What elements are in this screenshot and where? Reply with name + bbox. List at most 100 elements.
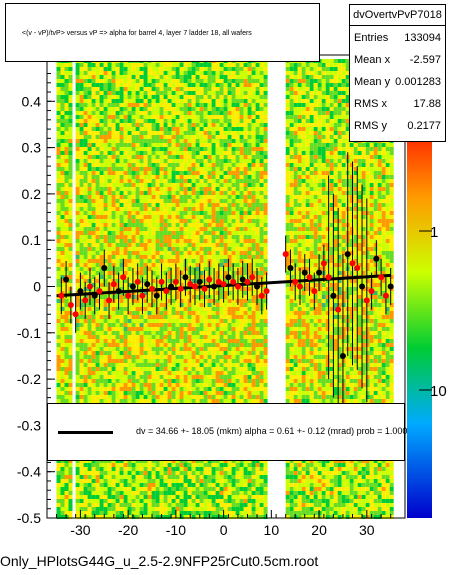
heatmap-cell xyxy=(83,71,88,75)
heatmap-cell xyxy=(115,307,120,311)
heatmap-cell xyxy=(155,339,160,343)
heatmap-cell xyxy=(115,179,120,183)
heatmap-cell xyxy=(171,327,176,331)
heatmap-cell xyxy=(127,139,132,143)
heatmap-cell xyxy=(163,279,168,283)
heatmap-cell xyxy=(123,183,128,187)
heatmap-cell xyxy=(115,311,120,315)
heatmap-cell xyxy=(203,503,208,507)
heatmap-cell xyxy=(219,71,224,75)
heatmap-cell xyxy=(115,107,120,111)
heatmap-cell xyxy=(139,123,144,127)
heatmap-cell xyxy=(103,319,108,323)
heatmap-cell xyxy=(68,327,73,331)
heatmap-cell xyxy=(64,351,69,355)
heatmap-cell xyxy=(111,387,116,391)
heatmap-cell xyxy=(147,99,152,103)
heatmap-cell xyxy=(135,335,140,339)
heatmap-cell xyxy=(183,351,188,355)
heatmap-cell xyxy=(211,99,216,103)
heatmap-cell xyxy=(175,99,180,103)
heatmap-cell xyxy=(68,75,73,79)
heatmap-cell xyxy=(179,271,184,275)
heatmap-cell xyxy=(131,467,136,471)
heatmap-cell xyxy=(215,323,220,327)
heatmap-cell xyxy=(87,79,92,83)
heatmap-cell xyxy=(103,315,108,319)
heatmap-cell xyxy=(107,371,112,375)
heatmap-cell xyxy=(155,191,160,195)
heatmap-cell xyxy=(163,247,168,251)
heatmap-cell xyxy=(87,147,92,151)
heatmap-cell xyxy=(123,119,128,123)
heatmap-cell xyxy=(107,339,112,343)
heatmap-cell xyxy=(171,215,176,219)
heatmap-cell xyxy=(167,463,172,467)
heatmap-cell xyxy=(111,375,116,379)
heatmap-cell xyxy=(151,295,156,299)
heatmap-cell xyxy=(115,251,120,255)
heatmap-cell xyxy=(75,327,80,331)
heatmap-cell xyxy=(231,223,236,227)
heatmap-cell xyxy=(91,399,96,403)
heatmap-cell xyxy=(175,379,180,383)
heatmap-cell xyxy=(68,111,73,115)
heatmap-cell xyxy=(139,515,144,519)
heatmap-cell xyxy=(151,211,156,215)
heatmap-cell xyxy=(199,263,204,267)
heatmap-cell xyxy=(75,247,80,251)
heatmap-cell xyxy=(199,383,204,387)
heatmap-cell xyxy=(167,75,172,79)
heatmap-cell xyxy=(179,307,184,311)
heatmap-cell xyxy=(223,255,228,259)
heatmap-cell xyxy=(131,91,136,95)
heatmap-cell xyxy=(187,95,192,99)
heatmap-cell xyxy=(83,463,88,467)
heatmap-cell xyxy=(91,255,96,259)
heatmap-cell xyxy=(151,115,156,119)
heatmap-cell xyxy=(127,491,132,495)
heatmap-cell xyxy=(60,343,65,347)
heatmap-cell xyxy=(143,399,148,403)
heatmap-cell xyxy=(155,207,160,211)
heatmap-cell xyxy=(187,131,192,135)
heatmap-cell xyxy=(207,475,212,479)
heatmap-cell xyxy=(155,231,160,235)
heatmap-cell xyxy=(91,247,96,251)
heatmap-cell xyxy=(107,239,112,243)
heatmap-cell xyxy=(135,479,140,483)
heatmap-cell xyxy=(151,347,156,351)
heatmap-cell xyxy=(211,235,216,239)
heatmap-cell xyxy=(115,143,120,147)
heatmap-cell xyxy=(195,363,200,367)
heatmap-cell xyxy=(175,467,180,471)
heatmap-cell xyxy=(64,143,69,147)
heatmap-cell xyxy=(219,339,224,343)
heatmap-cell xyxy=(199,199,204,203)
heatmap-cell xyxy=(143,235,148,239)
heatmap-cell xyxy=(64,75,69,79)
heatmap-cell xyxy=(60,215,65,219)
heatmap-cell xyxy=(171,499,176,503)
heatmap-cell xyxy=(99,271,104,275)
heatmap-cell xyxy=(207,255,212,259)
heatmap-cell xyxy=(83,107,88,111)
heatmap-cell xyxy=(203,475,208,479)
heatmap-cell xyxy=(179,339,184,343)
heatmap-cell xyxy=(187,203,192,207)
heatmap-cell xyxy=(223,267,228,271)
heatmap-cell xyxy=(175,479,180,483)
heatmap-cell xyxy=(99,195,104,199)
heatmap-cell xyxy=(60,135,65,139)
heatmap-cell xyxy=(151,267,156,271)
heatmap-cell xyxy=(75,499,80,503)
heatmap-cell xyxy=(95,267,100,271)
heatmap-cell xyxy=(231,139,236,143)
heatmap-cell xyxy=(199,483,204,487)
heatmap-cell xyxy=(139,191,144,195)
heatmap-cell xyxy=(219,475,224,479)
heatmap-cell xyxy=(99,351,104,355)
heatmap-cell xyxy=(123,115,128,119)
heatmap-cell xyxy=(103,235,108,239)
heatmap-cell xyxy=(131,511,136,515)
